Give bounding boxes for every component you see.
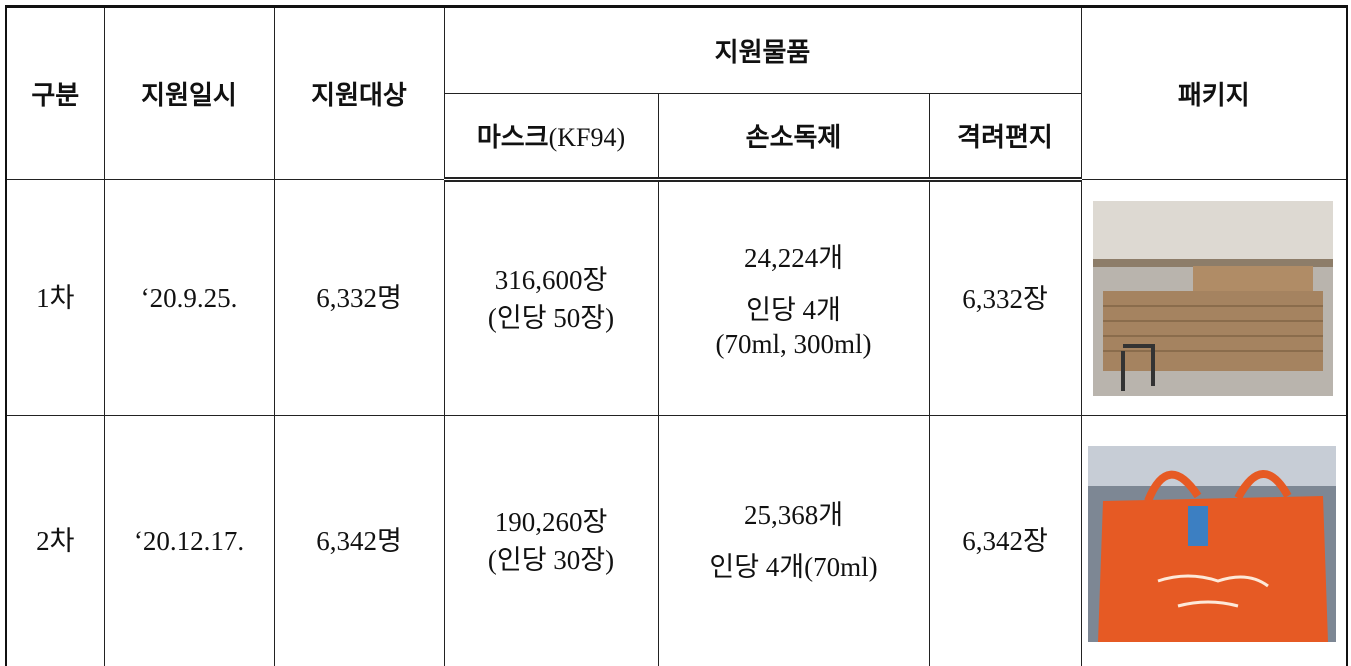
cell-text: 25,368개 (659, 496, 929, 534)
header-cell: 지원일시 (104, 7, 274, 180)
cell-text: 2차 (7, 522, 104, 560)
sub-header-cell: 격려편지 (929, 94, 1081, 180)
cell-text: 1차 (7, 279, 104, 317)
header-cell: 지원물품 (444, 7, 1081, 94)
cell-text: ‘20.12.17. (105, 522, 274, 560)
body-cell: 6,332장 (929, 180, 1081, 416)
package-photo (1088, 446, 1336, 642)
cell-text: 190,260장 (445, 503, 658, 541)
package-photo (1093, 201, 1333, 396)
body-cell: 316,600장(인당 50장) (444, 180, 658, 416)
body-cell: 190,260장(인당 30장) (444, 416, 658, 666)
sub-header-text: 마스크 (477, 123, 549, 153)
body-cell: ‘20.9.25. (104, 180, 274, 416)
cell-text: (인당 30장) (445, 541, 658, 579)
cell-text: 316,600장 (445, 261, 658, 299)
header-cell: 구분 (6, 7, 104, 180)
cell-text: (인당 50장) (445, 299, 658, 337)
cell-text: (70ml, 300ml) (659, 329, 929, 359)
cell-text: 6,332장 (930, 280, 1081, 318)
sub-header-cell: 마스크(KF94) (444, 94, 658, 180)
page: 구분 지원일시 지원대상 지원물품 패키지 마스크(KF94) 손소독제 격려편… (0, 0, 1351, 665)
cell-text: 24,224개 (659, 239, 929, 277)
cell-text: 6,342장 (930, 522, 1081, 560)
header-cell: 패키지 (1081, 7, 1347, 180)
header-cell: 지원대상 (274, 7, 444, 180)
body-cell: 1차 (6, 180, 104, 416)
cell-text: ‘20.9.25. (105, 279, 274, 317)
cell-text: 인당 4개 (659, 291, 929, 329)
cell-text: 인당 4개(70ml) (659, 548, 929, 586)
body-cell: 6,342명 (274, 416, 444, 666)
sub-header-text: (KF94) (549, 123, 626, 152)
cell-text: 6,332명 (275, 279, 444, 317)
body-cell: ‘20.12.17. (104, 416, 274, 666)
body-cell: 6,332명 (274, 180, 444, 416)
sub-header-cell: 손소독제 (658, 94, 929, 180)
body-cell: 6,342장 (929, 416, 1081, 666)
cell-text: 6,342명 (275, 522, 444, 560)
body-cell: 2차 (6, 416, 104, 666)
